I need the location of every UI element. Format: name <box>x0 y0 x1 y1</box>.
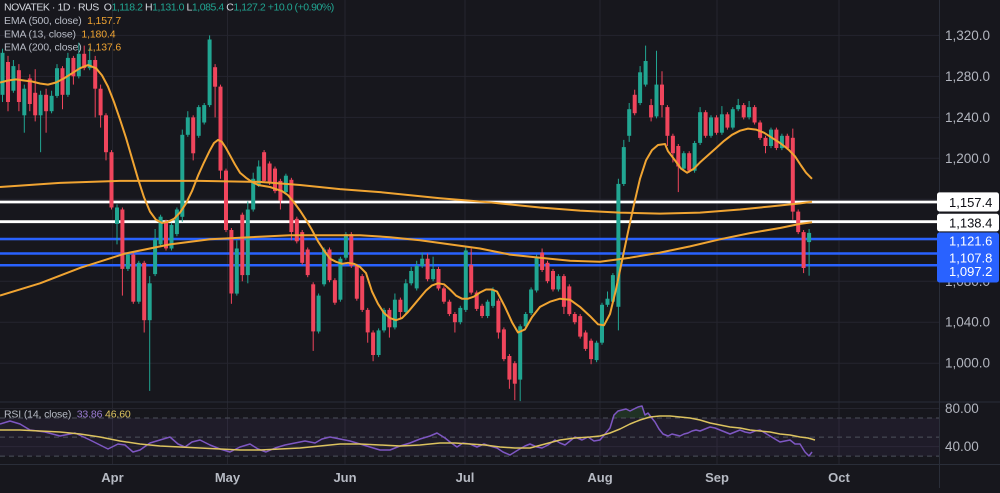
svg-text:Sep: Sep <box>705 470 729 485</box>
svg-text:Jun: Jun <box>333 470 356 485</box>
svg-text:1,040.0: 1,040.0 <box>945 315 990 330</box>
svg-text:RSI (14, close) 33.86 46.60: RSI (14, close) 33.86 46.60 <box>4 409 131 421</box>
svg-text:Oct: Oct <box>828 470 850 485</box>
svg-text:Aug: Aug <box>587 470 612 485</box>
svg-text:NOVATEK · 1D · RUS O1,118.2 H: NOVATEK · 1D · RUS O1,118.2 H1,131.0 L1,… <box>4 2 334 14</box>
svg-text:1,107.8: 1,107.8 <box>949 250 992 265</box>
svg-text:1,200.0: 1,200.0 <box>945 151 990 166</box>
svg-text:1,000.0: 1,000.0 <box>945 356 990 371</box>
svg-text:1,097.2: 1,097.2 <box>949 264 992 279</box>
svg-text:1,138.4: 1,138.4 <box>949 216 992 231</box>
svg-text:Apr: Apr <box>101 470 123 485</box>
svg-text:May: May <box>215 470 241 485</box>
svg-text:1,121.6: 1,121.6 <box>949 234 992 249</box>
svg-text:1,320.0: 1,320.0 <box>945 28 990 43</box>
svg-text:40.00: 40.00 <box>945 439 979 454</box>
svg-text:EMA (500, close) 1,157.7: EMA (500, close) 1,157.7 <box>4 15 121 27</box>
svg-text:1,280.0: 1,280.0 <box>945 69 990 84</box>
svg-text:Jul: Jul <box>456 470 475 485</box>
svg-text:1,240.0: 1,240.0 <box>945 110 990 125</box>
svg-text:80.00: 80.00 <box>945 401 979 416</box>
svg-text:EMA (13, close) 1,180.4: EMA (13, close) 1,180.4 <box>4 28 116 40</box>
svg-text:1,157.4: 1,157.4 <box>949 195 992 210</box>
svg-text:EMA (200, close) 1,137.6: EMA (200, close) 1,137.6 <box>4 42 121 54</box>
